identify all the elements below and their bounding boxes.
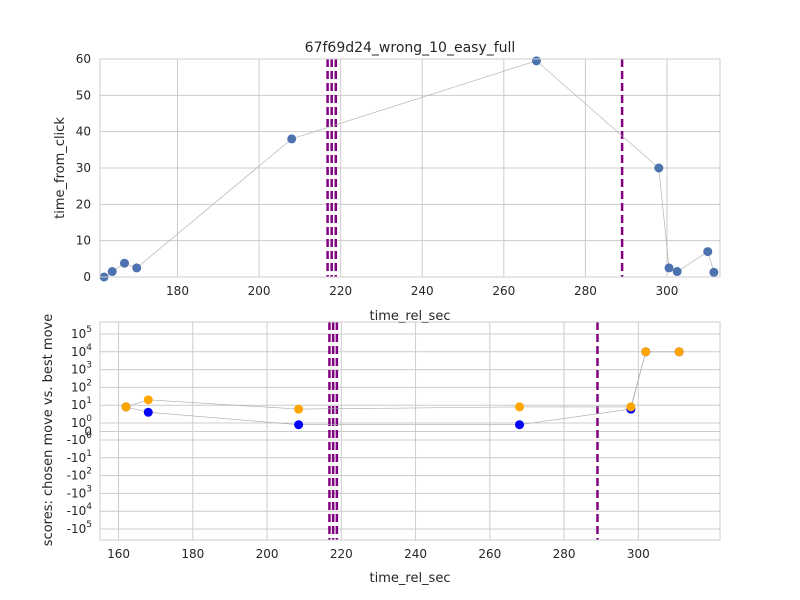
x-tick-label: 200 [256,547,279,561]
data-point [132,263,142,273]
y-tick-label: 60 [76,52,91,66]
x-tick-label: 260 [492,284,515,298]
data-point [143,395,153,405]
data-point [294,404,304,414]
data-point [703,247,713,257]
x-tick-label: 240 [404,547,427,561]
data-point [664,263,674,273]
data-point [674,347,684,357]
data-point [654,163,664,173]
x-tick-label: 260 [478,547,501,561]
y-axis-label: time_from_click [53,117,68,219]
data-point [121,402,131,412]
y-tick-label: -102 [67,467,92,483]
x-tick-label: 300 [656,284,679,298]
data-points [99,56,719,282]
data-point [531,56,541,66]
plot-frame [99,321,721,541]
y-tick-label: 105 [71,325,92,341]
y-tick-label: 10 [76,234,91,248]
y-tick-label: -105 [67,520,92,536]
y-tick-label: 103 [71,361,92,377]
data-point [515,420,525,430]
x-tick-label: 180 [181,547,204,561]
y-tick-label: -104 [67,502,93,518]
x-tick-label: 240 [411,284,434,298]
y-tick-label: 102 [71,378,92,394]
data-point [107,267,117,277]
grid [100,322,720,540]
x-tick-label: 220 [330,547,353,561]
y-tick-label: -100 [67,431,93,447]
plot-frame [99,58,721,278]
y-tick-label: 101 [71,396,92,412]
y-tick-label: 100 [71,414,92,430]
vertical-markers [328,322,599,540]
x-tick-label: 180 [166,284,189,298]
x-axis-label: time_rel_sec [370,309,451,324]
y-tick-label: 30 [76,161,91,175]
y-tick-label: -101 [67,449,92,465]
x-tick-label: 280 [553,547,576,561]
vertical-markers [326,59,624,277]
y-tick-label: 104 [71,343,92,359]
y-tick-label: -103 [67,484,92,500]
data-point [641,347,651,357]
data-point [287,134,297,144]
data-point [119,258,129,268]
x-tick-label: 160 [107,547,130,561]
data-point [515,402,525,412]
y-tick-label: 20 [76,197,91,211]
chart-title: 67f69d24_wrong_10_easy_full [305,40,516,56]
data-point [626,402,636,412]
y-tick-label: 0 [83,270,91,284]
y-tick-label: 50 [76,88,91,102]
y-tick-label: 40 [76,125,91,139]
data-points [121,347,684,430]
x-tick-label: 220 [329,284,352,298]
chart-top: 67f69d24_wrong_10_easy_full time_rel_sec… [53,40,721,324]
data-point [709,267,719,277]
tick-labels: 180 200 220 240 260 280 300 0 10 20 30 40 50 60 [76,52,679,298]
x-tick-label: 200 [248,284,271,298]
data-point [294,420,304,430]
x-tick-label: 280 [574,284,597,298]
data-point [672,267,682,277]
y-tick-label: 0 [84,425,92,439]
y-axis-label: scores: chosen move vs. best move [41,314,56,546]
chart-bottom: time_rel_sec scores: chosen move vs. bes… [41,314,721,586]
x-tick-label: 300 [627,547,650,561]
data-point [143,407,153,417]
x-axis-label: time_rel_sec [370,571,451,586]
